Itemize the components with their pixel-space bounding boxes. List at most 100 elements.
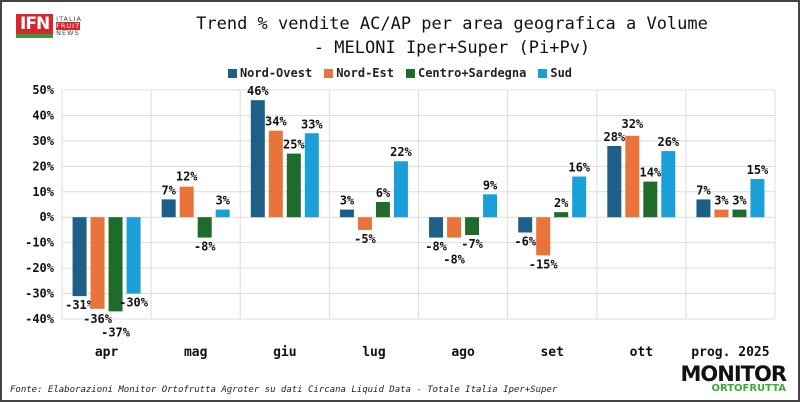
y-tick-label: -40% (25, 312, 55, 326)
data-label: -37% (101, 325, 131, 339)
category-label: ago (451, 345, 475, 360)
bar-centro-sardegna (732, 209, 747, 218)
category-label: lug (362, 345, 385, 360)
legend: Nord-Ovest Nord-Est Centro+Sardegna Sud (2, 66, 798, 80)
bar-centro-sardegna (108, 217, 123, 312)
bar-nord-est (714, 209, 729, 218)
bar-nord-ovest (250, 100, 265, 218)
ifn-logo: IFN ITALIA FRUIT NEWS (16, 14, 82, 38)
category-label: mag (184, 345, 207, 360)
bar-centro-sardegna (375, 201, 390, 218)
bar-sud (750, 179, 765, 218)
data-label: -7% (461, 237, 483, 251)
legend-swatch (538, 69, 548, 78)
data-label: 16% (568, 161, 590, 175)
y-tick-label: -30% (25, 287, 55, 301)
bar-sud (483, 194, 498, 218)
bar-nord-est (625, 135, 640, 218)
data-label: -5% (354, 232, 376, 246)
legend-swatch (227, 69, 237, 78)
monitor-ortofrutta-logo: MONITOR ORTOFRUTTA (680, 362, 787, 394)
category-label: set (540, 345, 563, 360)
legend-label: Nord-Est (336, 66, 394, 80)
data-label: -8% (443, 253, 465, 267)
source-note: Fonte: Elaborazioni Monitor Ortofrutta A… (10, 385, 558, 395)
bar-centro-sardegna (465, 217, 480, 236)
category-label: giu (273, 345, 296, 360)
bar-nord-ovest (696, 199, 711, 218)
bar-centro-sardegna (286, 153, 301, 218)
data-label: -8% (425, 240, 447, 254)
data-label: 32% (621, 117, 643, 131)
bar-sud (572, 176, 587, 218)
legend-item: Centro+Sardegna (405, 66, 527, 80)
data-label: 2% (554, 196, 569, 210)
y-tick-label: 30% (32, 134, 54, 148)
bar-centro-sardegna (197, 217, 212, 238)
data-label: 46% (247, 84, 269, 98)
legend-item: Nord-Ovest (227, 66, 313, 80)
data-label: 3% (714, 194, 729, 208)
y-tick-label: 0% (40, 210, 55, 224)
data-label: 3% (732, 194, 747, 208)
data-label: 7% (161, 183, 176, 197)
bar-nord-ovest (339, 209, 354, 218)
legend-swatch (324, 69, 334, 78)
bar-nord-est (90, 217, 105, 309)
chart-title: Trend % vendite AC/AP per area geografic… (122, 12, 782, 60)
bar-centro-sardegna (643, 181, 658, 218)
data-label: -36% (83, 312, 113, 326)
legend-label: Sud (550, 66, 573, 80)
bar-sud (126, 217, 141, 294)
title-line: Trend % vendite AC/AP per area geografic… (196, 14, 708, 34)
category-label: ott (630, 345, 653, 360)
subtitle-line: - MELONI Iper+Super (Pi+Pv) (313, 38, 591, 58)
data-label: 26% (657, 135, 679, 149)
data-label: 9% (483, 178, 498, 192)
y-tick-label: 40% (32, 108, 54, 122)
data-label: 25% (283, 138, 305, 152)
data-label: 3% (215, 194, 230, 208)
data-label: 15% (747, 163, 769, 177)
legend-item: Nord-Est (324, 66, 394, 80)
legend-swatch (405, 69, 415, 78)
bar-nord-est (268, 130, 283, 218)
y-tick-label: 50% (32, 83, 54, 97)
data-label: 12% (176, 170, 198, 184)
bar-nord-ovest (429, 217, 444, 238)
data-label: -6% (514, 234, 536, 248)
data-label: 22% (390, 145, 412, 159)
bar-nord-est (357, 217, 372, 230)
data-label: 3% (340, 194, 355, 208)
bar-nord-ovest (607, 145, 622, 218)
bar-nord-est (179, 186, 194, 218)
legend-item: Sud (538, 66, 572, 80)
category-label: apr (95, 345, 119, 360)
y-tick-label: -10% (25, 236, 55, 250)
bar-sud (304, 133, 319, 218)
bar-nord-ovest (161, 199, 176, 218)
data-label: 14% (639, 166, 661, 180)
bar-nord-ovest (72, 217, 87, 297)
bar-sud (215, 209, 230, 218)
data-label: 33% (301, 117, 323, 131)
data-label: -15% (529, 257, 559, 271)
data-label: 28% (603, 130, 625, 144)
bar-nord-ovest (518, 217, 533, 233)
y-tick-label: -20% (25, 261, 55, 275)
y-tick-label: 10% (32, 185, 54, 199)
category-label: prog. 2025 (691, 345, 769, 360)
bar-centro-sardegna (554, 212, 569, 218)
data-label: 6% (376, 186, 391, 200)
data-label: 34% (265, 115, 287, 129)
data-label: -8% (194, 240, 216, 254)
y-tick-label: 20% (32, 159, 54, 173)
bar-sud (661, 151, 676, 218)
legend-label: Nord-Ovest (239, 66, 313, 80)
legend-label: Centro+Sardegna (417, 66, 527, 80)
bar-nord-est (536, 217, 551, 256)
data-label: -31% (65, 298, 95, 312)
data-label: 7% (696, 183, 711, 197)
